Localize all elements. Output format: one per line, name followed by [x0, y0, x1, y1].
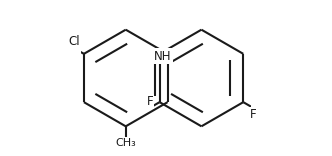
- Text: CH₃: CH₃: [115, 138, 136, 148]
- Text: NH: NH: [154, 50, 172, 63]
- Text: Cl: Cl: [68, 35, 80, 48]
- Text: F: F: [250, 108, 256, 121]
- Text: F: F: [146, 95, 153, 108]
